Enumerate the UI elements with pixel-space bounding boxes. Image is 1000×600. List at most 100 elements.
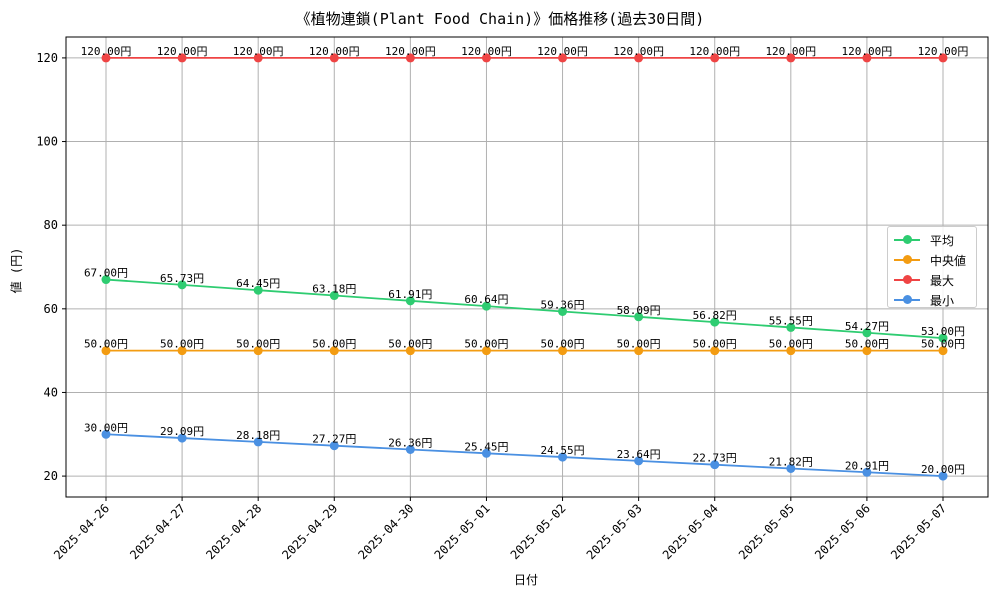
data-point (253, 346, 263, 356)
x-tick-label: 2025-04-29 (279, 501, 340, 562)
legend-label: 最大 (930, 273, 955, 288)
data-point (634, 312, 644, 322)
data-point (558, 346, 568, 356)
data-label: 120.00円 (918, 45, 969, 58)
data-point (405, 53, 415, 63)
data-point (862, 467, 872, 477)
data-point (177, 346, 187, 356)
data-label: 120.00円 (309, 45, 360, 58)
x-tick-label: 2025-04-30 (355, 501, 416, 562)
data-point (329, 441, 339, 451)
legend-item: 最小 (894, 290, 976, 310)
data-point (329, 291, 339, 301)
data-label: 120.00円 (842, 45, 893, 58)
data-point (786, 463, 796, 473)
legend-label: 平均 (930, 233, 955, 248)
x-tick-label: 2025-04-26 (51, 501, 112, 562)
data-point (253, 53, 263, 63)
data-label: 120.00円 (461, 45, 512, 58)
y-tick-label: 20 (44, 469, 58, 483)
legend-item: 最大 (894, 270, 976, 290)
data-label: 120.00円 (537, 45, 588, 58)
x-tick-label: 2025-04-27 (127, 501, 188, 562)
x-tick-label: 2025-04-28 (203, 501, 264, 562)
data-label: 50.00円 (160, 338, 204, 351)
data-point (481, 53, 491, 63)
data-label: 120.00円 (157, 45, 208, 58)
y-axis-label: 値 (円) (9, 247, 24, 294)
data-point (177, 53, 187, 63)
data-point (938, 471, 948, 481)
data-point (786, 53, 796, 63)
legend-label: 中央値 (930, 253, 967, 268)
data-point (558, 53, 568, 63)
legend-item: 中央値 (894, 250, 976, 270)
data-label: 50.00円 (84, 338, 128, 351)
data-point (634, 346, 644, 356)
x-tick-label: 2025-05-01 (432, 501, 493, 562)
data-label: 23.64円 (617, 448, 661, 461)
data-point (101, 429, 111, 439)
data-label: 64.45円 (236, 277, 280, 290)
data-label: 50.00円 (617, 338, 661, 351)
data-label: 50.00円 (312, 338, 356, 351)
data-point (710, 53, 720, 63)
data-label: 61.91円 (388, 288, 432, 301)
data-label: 20.00円 (921, 463, 965, 476)
y-tick-label: 80 (44, 218, 58, 232)
data-point (481, 448, 491, 458)
data-label: 50.00円 (769, 338, 813, 351)
data-label: 60.64円 (464, 293, 508, 306)
data-label: 50.00円 (388, 338, 432, 351)
data-point (710, 346, 720, 356)
data-point (481, 301, 491, 311)
data-label: 21.82円 (769, 455, 813, 468)
data-point (862, 346, 872, 356)
series-line (105, 433, 944, 477)
data-label: 20.91円 (845, 459, 889, 472)
data-label: 50.00円 (693, 338, 737, 351)
data-label: 27.27円 (312, 433, 356, 446)
x-axis-label: 日付 (513, 573, 538, 587)
data-point (634, 53, 644, 63)
legend-label: 最小 (930, 293, 955, 308)
data-point (786, 346, 796, 356)
data-label: 22.73円 (693, 452, 737, 465)
series-line (105, 278, 944, 339)
data-point (710, 317, 720, 327)
data-point (253, 285, 263, 295)
data-label: 54.27円 (845, 320, 889, 333)
data-label: 50.00円 (540, 338, 584, 351)
data-point (253, 437, 263, 447)
x-tick-label: 2025-05-07 (888, 501, 949, 562)
data-label: 50.00円 (464, 338, 508, 351)
data-label: 29.09円 (160, 425, 204, 438)
data-point (481, 346, 491, 356)
data-label: 58.09円 (617, 304, 661, 317)
data-point (405, 444, 415, 454)
y-tick-label: 40 (44, 385, 58, 399)
data-label: 26.36円 (388, 436, 432, 449)
x-tick-label: 2025-05-06 (812, 501, 873, 562)
data-point (405, 346, 415, 356)
data-label: 24.55円 (540, 444, 584, 457)
data-label: 67.00円 (84, 267, 128, 280)
data-point (177, 433, 187, 443)
y-tick-label: 60 (44, 302, 58, 316)
data-point (101, 346, 111, 356)
data-label: 65.73円 (160, 272, 204, 285)
plot-frame (65, 36, 989, 498)
data-label: 50.00円 (236, 338, 280, 351)
data-point (938, 346, 948, 356)
x-tick-label: 2025-05-02 (508, 501, 569, 562)
data-point (558, 452, 568, 462)
data-point (938, 333, 948, 343)
data-point (177, 280, 187, 290)
data-label: 53.00円 (921, 325, 965, 338)
legend-item: 平均 (894, 230, 976, 250)
x-tick-label: 2025-05-03 (584, 501, 645, 562)
data-point (634, 456, 644, 466)
data-label: 30.00円 (84, 421, 128, 434)
y-tick-label: 120 (36, 51, 58, 65)
